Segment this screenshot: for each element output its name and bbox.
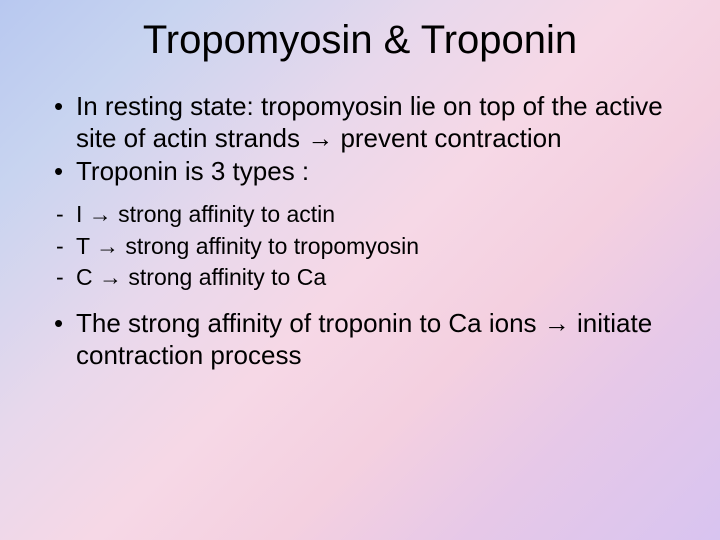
closing-bullet-list: The strong affinity of troponin to Ca io…	[48, 308, 672, 371]
sub-bullet-item: I → strong affinity to actin	[48, 200, 672, 229]
main-bullet-item: In resting state: tropomyosin lie on top…	[48, 91, 672, 154]
sub-bullet-list: I → strong affinity to actin T → strong …	[48, 200, 672, 292]
slide-title: Tropomyosin & Troponin	[48, 18, 672, 63]
main-bullet-item: Troponin is 3 types :	[48, 156, 672, 188]
closing-bullet-item: The strong affinity of troponin to Ca io…	[48, 308, 672, 371]
slide: Tropomyosin & Troponin In resting state:…	[0, 0, 720, 540]
sub-bullet-item: T → strong affinity to tropomyosin	[48, 232, 672, 261]
slide-body: In resting state: tropomyosin lie on top…	[48, 91, 672, 372]
main-bullet-list: In resting state: tropomyosin lie on top…	[48, 91, 672, 188]
sub-bullet-item: C → strong affinity to Ca	[48, 263, 672, 292]
